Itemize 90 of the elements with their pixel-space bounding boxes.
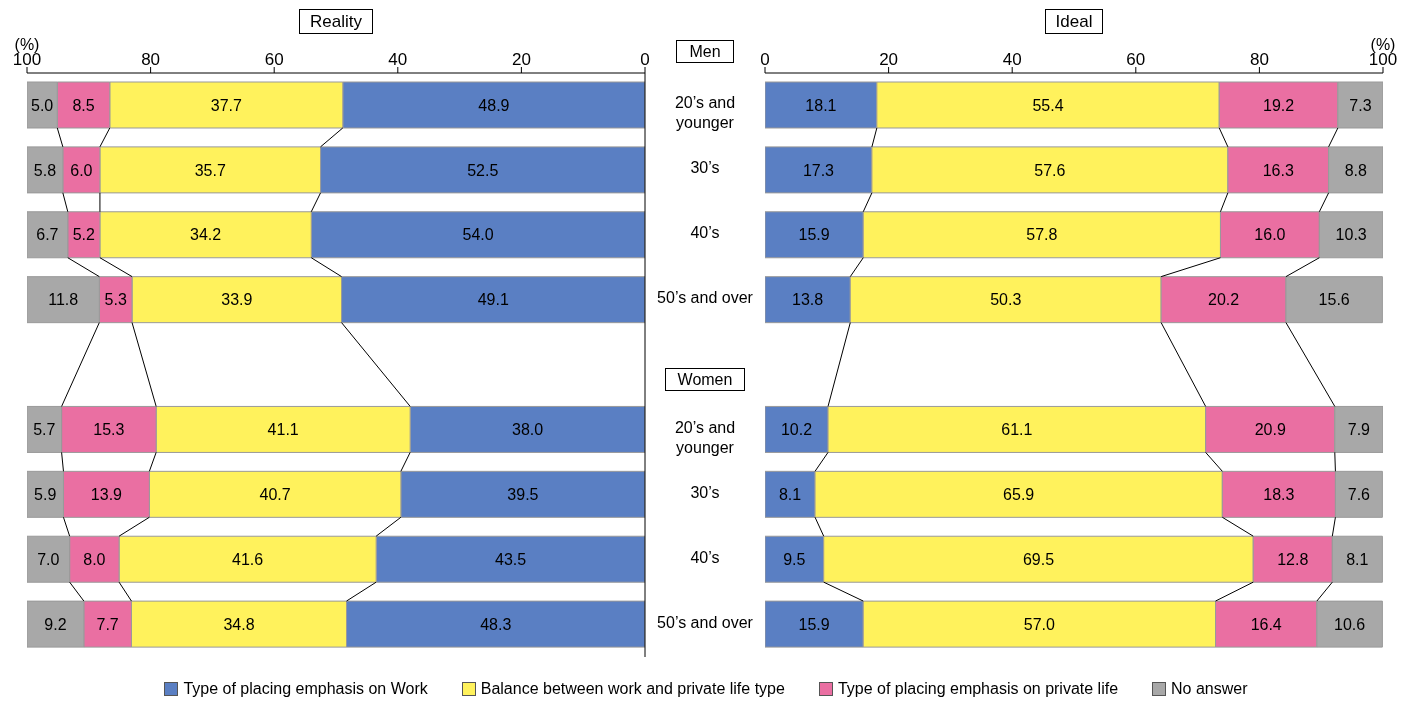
x-tick-label: 20 [511,49,531,69]
data-label: 48.9 [478,96,510,114]
x-tick-label: 80 [1249,49,1269,69]
data-label: 57.8 [1026,225,1058,243]
data-label: 7.3 [1349,96,1372,114]
data-label: 20.2 [1207,290,1240,308]
data-label: 6.7 [36,225,59,243]
data-label: 43.5 [495,550,527,568]
data-label: 50.3 [990,290,1022,308]
x-tick-label: 0 [640,49,650,69]
data-label: 55.4 [1032,96,1064,114]
data-label: 34.8 [223,615,255,633]
data-label: 8.5 [72,96,95,114]
data-label: 7.9 [1347,420,1371,438]
data-label: 18.1 [805,96,837,114]
data-label: 6.0 [70,161,93,179]
data-label: 57.6 [1034,161,1066,179]
data-label: 16.3 [1262,161,1294,179]
data-label: 41.1 [267,420,299,438]
data-label: 16.4 [1250,615,1282,633]
data-label: 7.0 [37,550,60,568]
data-label: 20.9 [1254,420,1286,438]
x-tick-label: 60 [1126,49,1146,69]
data-label: 5.2 [72,225,96,243]
data-label: 8.1 [778,485,802,503]
data-label: 13.9 [90,485,123,503]
text: Women [664,367,746,391]
text: Men [676,40,734,63]
legend-label: Type of placing emphasis on Work [183,680,428,698]
y-tick-label: 40’s [690,548,720,566]
y-tick-label: 30’s [690,158,720,176]
data-label: 52.5 [467,161,499,179]
data-label: 15.6 [1318,290,1350,308]
y-tick-label: 40’s [690,223,720,241]
data-label: 17.3 [802,161,835,179]
y-tick-label: 50’s and over [657,288,754,306]
data-label: 48.3 [480,615,512,633]
data-label: 8.1 [1346,550,1369,568]
data-label: 5.9 [34,485,57,503]
data-label: 16.0 [1254,225,1286,243]
legend-label: No answer [1171,680,1248,698]
y-tick-label: 20’s and younger [674,93,736,131]
data-label: 38.0 [512,420,544,438]
data-label: 61.1 [1001,420,1033,438]
x-tick-label: 0 [760,49,770,69]
data-label: 9.5 [783,550,806,568]
y-tick-label: 50’s and over [657,613,754,631]
data-label: 5.8 [33,161,57,179]
data-label: 12.8 [1277,550,1309,568]
data-label: 57.0 [1023,615,1056,633]
data-label: 49.1 [477,290,509,308]
chart-title: Reality [299,9,373,34]
data-label: 37.7 [210,96,242,114]
data-label: 13.8 [792,290,824,308]
x-tick-label: 80 [141,49,161,69]
data-label: 9.2 [44,615,67,633]
data-label: 33.9 [221,290,253,308]
data-label: 39.5 [507,485,539,503]
data-label: 18.3 [1263,485,1295,503]
data-label: 11.8 [48,290,79,308]
chart-title: Ideal [1044,9,1104,34]
data-label: 69.5 [1022,550,1055,568]
data-label: 34.2 [190,225,222,243]
x-tick-label: 40 [1002,49,1022,69]
data-label: 8.0 [83,550,106,568]
data-label: 5.0 [31,96,54,114]
data-label: 10.3 [1335,225,1367,243]
data-label: 54.0 [462,225,494,243]
data-label: 15.9 [798,615,830,633]
legend-label: Balance between work and private life type [480,680,785,698]
data-label: 5.7 [33,420,56,438]
data-label: 65.9 [1003,485,1035,503]
y-tick-label: 20’s and younger [674,418,736,456]
y-tick-label: 30’s [690,483,720,501]
data-label: 10.6 [1334,615,1366,633]
data-label: 41.6 [232,550,264,568]
data-label: 40.7 [259,485,291,503]
data-label: 5.3 [104,290,127,308]
data-label: 19.2 [1262,96,1295,114]
data-label: 7.6 [1347,485,1371,503]
data-label: 10.2 [780,420,813,438]
data-label: 15.9 [798,225,830,243]
data-label: 7.7 [96,615,119,633]
data-label: 15.3 [93,420,125,438]
x-tick-label: 60 [264,49,284,69]
legend-label: Type of placing emphasis on private life [837,680,1119,698]
x-tick-label: 40 [388,49,408,69]
data-label: 35.7 [194,161,226,179]
x-tick-label: 20 [879,49,899,69]
data-label: 8.8 [1344,161,1368,179]
